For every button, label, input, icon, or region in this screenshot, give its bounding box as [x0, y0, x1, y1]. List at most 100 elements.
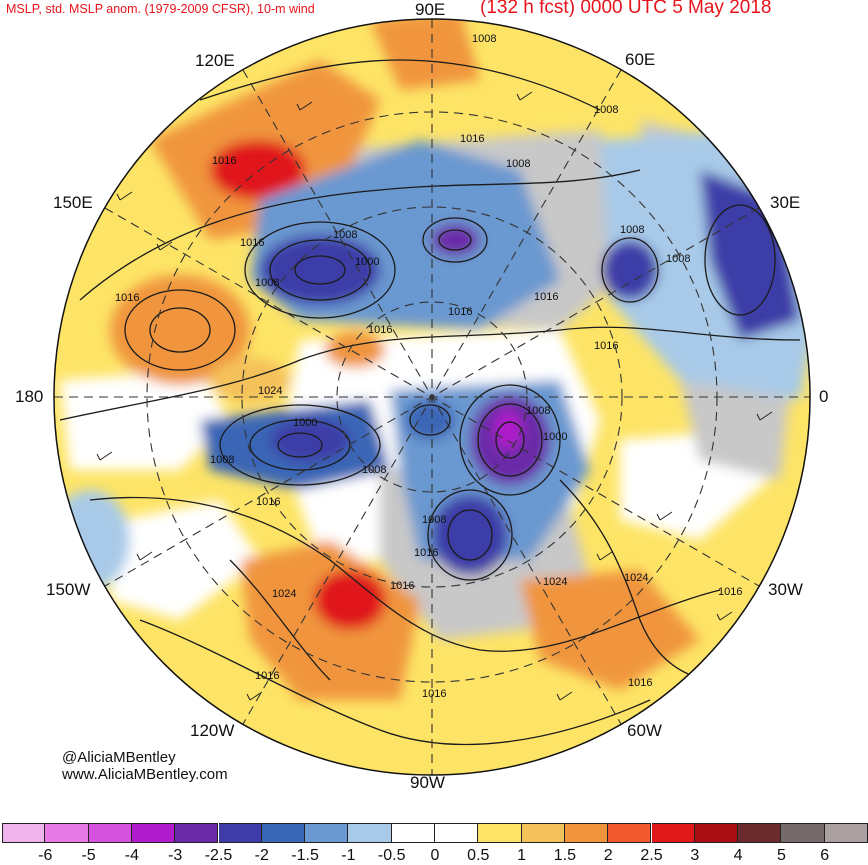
isobar-label: 1008 [620, 224, 644, 236]
lon-label-60w: 60W [627, 721, 662, 740]
isobar-contour [447, 509, 493, 561]
isobar-contour [244, 221, 396, 319]
wind-barb [246, 691, 263, 701]
credit-handle: @AliciaMBentley [62, 749, 176, 766]
isobar-label: 1008 [472, 33, 496, 45]
neutral-east-pacific [110, 500, 260, 620]
map-title-right: (132 h fcst) 0000 UTC 5 May 2018 [480, 0, 772, 18]
colorbar-swatch [694, 823, 739, 843]
isobar-label: 1008 [255, 277, 279, 289]
isobar-label: 1024 [258, 385, 282, 397]
colorbar-tick-label: -2 [254, 847, 269, 864]
wind-barb [756, 411, 773, 421]
anomaly-colorbar: -6 -5 -4 -3 -2.5 -2 -1.5 -1 -0.5 0 0.5 1 1.5 2 2.5 3 4 5 6 [0, 823, 868, 865]
colorbar-tick-label: 0 [430, 847, 440, 864]
isobar-contour [459, 384, 561, 496]
isobar-label: 1024 [272, 588, 296, 600]
isobar-label: 1008 [594, 104, 618, 116]
lon-label-60e: 60E [625, 50, 656, 69]
colorbar-swatch [348, 823, 392, 843]
colorbar-swatch [391, 823, 435, 843]
lon-label-30w: 30W [768, 580, 803, 599]
colorbar-tick-label: 1.5 [553, 847, 577, 864]
colorbar-tick-label: 1 [517, 847, 527, 864]
colorbar-swatch [738, 823, 782, 843]
isobar-contour [477, 403, 543, 477]
central-arctic-orange [325, 332, 385, 368]
colorbar-tick-label: 6 [820, 847, 830, 864]
colorbar-tick-label: 2.5 [640, 847, 663, 864]
labrador-purple [432, 495, 508, 575]
isobar-label: 1008 [362, 464, 386, 476]
colorbar-swatch [305, 823, 349, 843]
credit-website: www.AliciaMBentley.com [62, 766, 228, 783]
colorbar-swatch [608, 823, 652, 843]
colorbar-swatch [435, 823, 479, 843]
north-pacific-light [210, 358, 290, 402]
isobar-contour [124, 289, 236, 371]
wind-barb [296, 101, 313, 111]
colorbar-swatch [824, 823, 868, 843]
isobar-label: 1016 [534, 291, 558, 303]
colorbar-tick-label: -5 [81, 847, 96, 864]
colorbar-swatch [651, 823, 695, 843]
isobar-label: 1016 [390, 580, 414, 592]
lon-label-150w: 150W [46, 580, 91, 599]
isobar-label: 1008 [506, 158, 530, 170]
north-pacific-orange [110, 275, 250, 385]
isobar-contour [704, 204, 776, 316]
colorbar-swatch [2, 823, 46, 843]
colorbar-swatch [261, 823, 306, 843]
isobar-label: 1008 [333, 229, 357, 241]
wind-barbs [96, 91, 773, 701]
colorbar-swatch [88, 823, 132, 843]
siberia-core [431, 224, 479, 256]
isobar-contour [89, 496, 721, 652]
isobar-label: 1016 [422, 688, 446, 700]
colorbar-tick-label: -1.5 [291, 847, 319, 864]
colorbar-swatch [131, 823, 176, 843]
colorbar-swatch [478, 823, 522, 843]
isobar-label: 1008 [526, 405, 550, 417]
isobar-label: 1008 [666, 253, 690, 265]
isobar-contour [139, 619, 651, 746]
lon-label-180: 180 [15, 387, 44, 406]
siberia-dark-blue [260, 235, 380, 305]
isobar-contour [59, 326, 801, 421]
isobar-label: 1000 [293, 417, 317, 429]
wind-barb [156, 241, 173, 251]
isobar-label: 1008 [422, 514, 446, 526]
wind-barb [116, 191, 133, 201]
colorbar-swatch [45, 823, 89, 843]
isobar-label: 1000 [355, 256, 379, 268]
lon-label-120e: 120E [195, 51, 235, 70]
colorbar-tick-label: 3 [690, 847, 700, 864]
isobar-contour [495, 421, 525, 459]
isobar-label: 1016 [212, 155, 236, 167]
isobar-label: 1024 [543, 576, 567, 588]
wind-barb [96, 451, 113, 461]
isobar-label: 1016 [628, 677, 652, 689]
pacific-blue [54, 490, 130, 590]
isobar-label: 1016 [240, 237, 264, 249]
graticule [54, 19, 810, 775]
north-asia-orange [370, 19, 480, 90]
isobar-label: 1000 [543, 431, 567, 443]
colorbar-swatch [781, 823, 825, 843]
isobar-label: 1016 [256, 496, 280, 508]
colorbar-tick-label: -2.5 [204, 847, 233, 864]
greenland-blue [405, 400, 455, 440]
colorbar-swatch [218, 823, 262, 843]
lon-label-120w: 120W [190, 721, 235, 740]
isobar-contour [199, 59, 601, 111]
scandinavia-dark [602, 240, 658, 300]
isobar-label: 1016 [115, 292, 139, 304]
colorbar-tick-label: 4 [733, 847, 743, 864]
isobar-label: 1016 [460, 133, 484, 145]
polar-stereographic-map: 1008 1008 1016 1008 1016 1016 1008 1008 … [53, 18, 811, 776]
lon-label-30e: 30E [770, 193, 801, 212]
lon-label-90w: 90W [410, 773, 445, 792]
isobar-contour [277, 432, 323, 458]
isobar-label: 1016 [255, 670, 279, 682]
wind-barb [136, 551, 153, 561]
